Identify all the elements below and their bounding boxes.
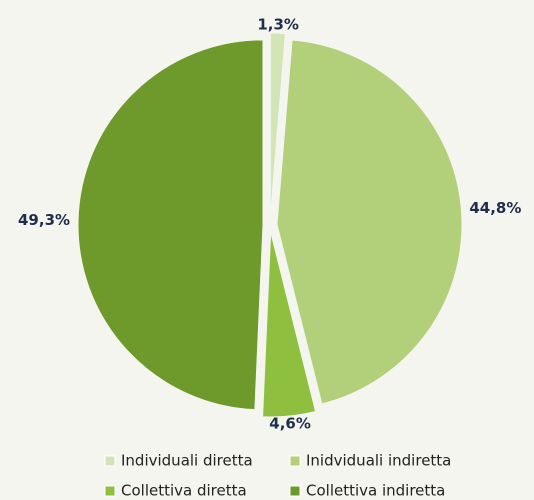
legend-label: Inidviduali indiretta — [306, 452, 451, 470]
legend-swatch — [289, 485, 301, 497]
value-label: 1,3% — [257, 16, 299, 34]
legend-swatch — [104, 485, 116, 497]
pie-slice — [77, 39, 264, 411]
value-label: 4,6% — [269, 414, 311, 432]
pie-slice — [276, 39, 463, 405]
legend-swatch — [104, 455, 116, 467]
legend-label: Collettiva indiretta — [306, 482, 445, 500]
legend-label: Individuali diretta — [121, 452, 253, 470]
value-label: 44,8% — [469, 199, 521, 217]
legend-swatch — [289, 455, 301, 467]
pie-slice — [269, 32, 286, 219]
pie-slice — [262, 231, 317, 418]
value-label: 49,3% — [18, 211, 70, 229]
legend-label: Collettiva diretta — [121, 482, 247, 500]
